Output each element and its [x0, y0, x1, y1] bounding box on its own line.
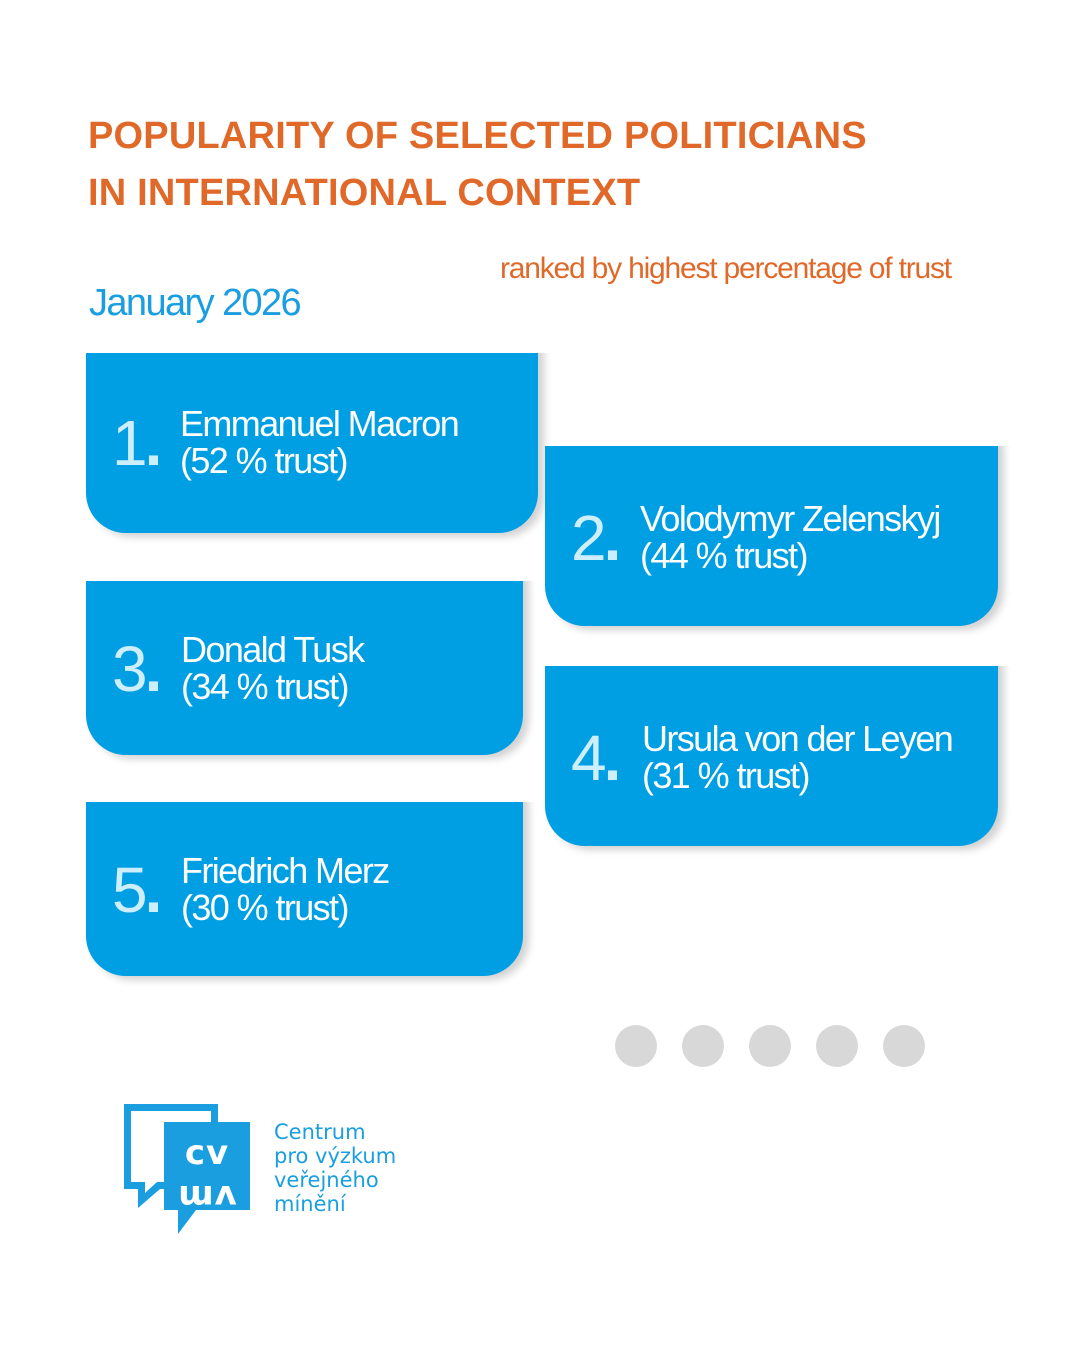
title-line-2: IN INTERNATIONAL CONTEXT [88, 172, 641, 214]
title-line-1: POPULARITY OF SELECTED POLITICIANS [88, 115, 867, 157]
rank-number: 2. [571, 502, 621, 574]
logo-wordmark: Centrum pro výzkum veřejného mínění [274, 1120, 396, 1216]
page-title: POPULARITY OF SELECTED POLITICIANS IN IN… [88, 108, 867, 222]
ranking-card-4-wrapper: 4. Ursula von der Leyen (31 % trust) [530, 666, 1020, 866]
ranking-subtitle: ranked by highest percentage of trust [500, 252, 952, 285]
politician-name: Volodymyr Zelenskyj [640, 498, 941, 539]
ranking-card-3: 3. Donald Tusk (34 % trust) [86, 581, 523, 755]
trust-value: (34 % trust) [181, 666, 349, 707]
ranking-card-2-wrapper: 2. Volodymyr Zelenskyj (44 % trust) [530, 446, 1020, 646]
front-bubble-icon [164, 1122, 250, 1234]
ranking-card-5: 5. Friedrich Merz (30 % trust) [86, 802, 523, 976]
ranking-card-2: 2. Volodymyr Zelenskyj (44 % trust) [545, 446, 998, 626]
politician-name: Ursula von der Leyen [642, 718, 954, 759]
rank-number: 1. [112, 407, 162, 479]
pager-dot-4[interactable] [816, 1025, 858, 1067]
logo-text-line-3: veřejného [274, 1168, 379, 1192]
pager-dot-5[interactable] [883, 1025, 925, 1067]
rank-number: 3. [112, 633, 162, 705]
politician-info: Friedrich Merz (30 % trust) [181, 850, 390, 928]
ranking-card-5-wrapper: 5. Friedrich Merz (30 % trust) [70, 802, 545, 997]
svg-text:vm: vm [177, 1177, 237, 1217]
survey-date: January 2026 [89, 282, 302, 324]
ranking-card-1: 1. Emmanuel Macron (52 % trust) [86, 353, 538, 533]
cvvm-logo-icon: cv vm [124, 1104, 250, 1234]
politician-info: Volodymyr Zelenskyj (44 % trust) [640, 498, 941, 576]
pager-dot-2[interactable] [682, 1025, 724, 1067]
logo-text-line-4: mínění [274, 1192, 346, 1216]
pager-dot-1[interactable] [615, 1025, 657, 1067]
trust-value: (52 % trust) [180, 440, 348, 481]
logo-text-line-2: pro výzkum [274, 1144, 397, 1168]
rank-number: 5. [112, 854, 162, 926]
carousel-pager [615, 1025, 925, 1067]
politician-info: Ursula von der Leyen (31 % trust) [642, 718, 954, 796]
ranking-card-3-wrapper: 3. Donald Tusk (34 % trust) [70, 581, 545, 776]
politician-name: Donald Tusk [181, 629, 365, 670]
ranking-card-1-wrapper: 1. Emmanuel Macron (52 % trust) [70, 353, 560, 553]
trust-value: (30 % trust) [181, 887, 349, 928]
pager-dot-3[interactable] [749, 1025, 791, 1067]
rank-number: 4. [571, 722, 621, 794]
trust-value: (31 % trust) [642, 755, 810, 796]
svg-text:cv: cv [185, 1133, 229, 1173]
logo-text-line-1: Centrum [274, 1120, 366, 1144]
politician-info: Emmanuel Macron (52 % trust) [180, 403, 460, 481]
politician-info: Donald Tusk (34 % trust) [181, 629, 365, 707]
politician-name: Emmanuel Macron [180, 403, 460, 444]
ranking-card-4: 4. Ursula von der Leyen (31 % trust) [545, 666, 998, 846]
politician-name: Friedrich Merz [181, 850, 390, 891]
trust-value: (44 % trust) [640, 535, 808, 576]
